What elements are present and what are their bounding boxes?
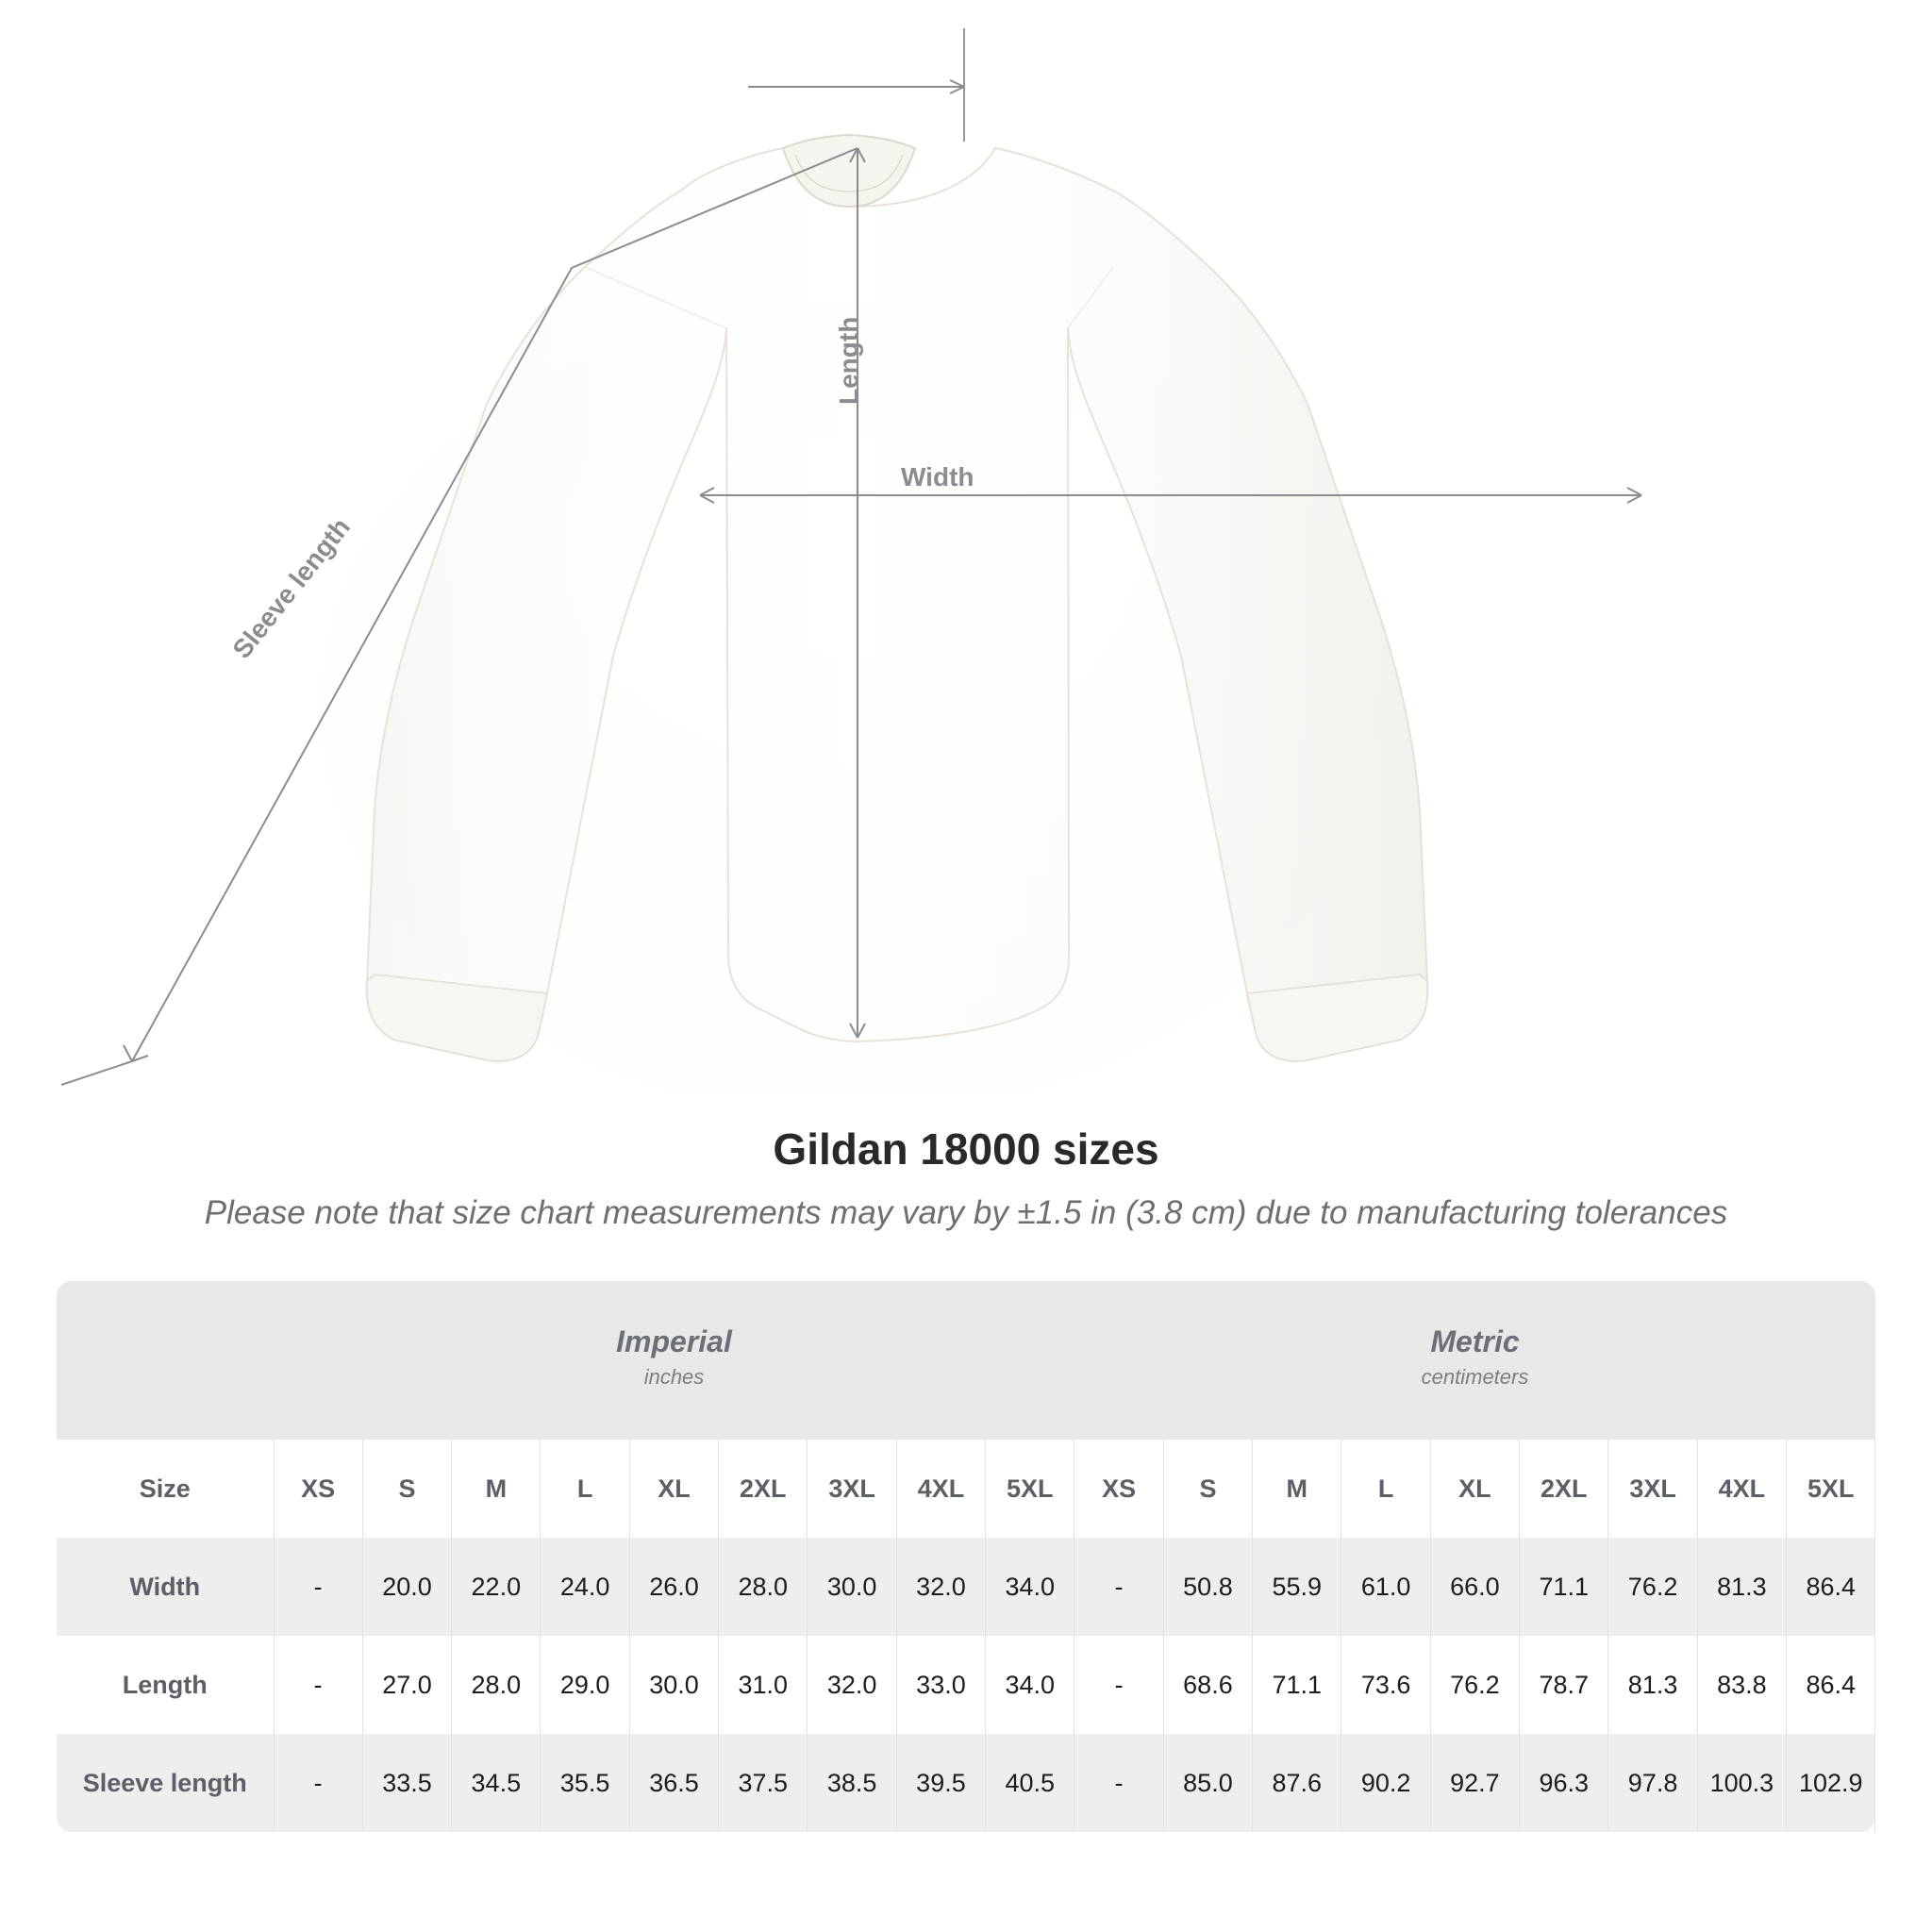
svg-text:Length: Length [834, 317, 863, 405]
svg-text:Width: Width [901, 462, 974, 491]
